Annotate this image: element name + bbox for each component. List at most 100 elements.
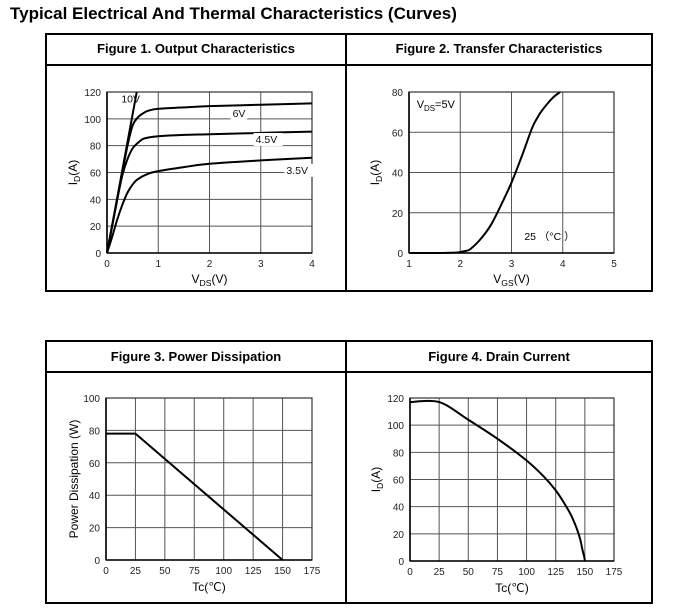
- y-tick-label: 80: [393, 448, 405, 459]
- divider: [45, 64, 653, 66]
- y-tick-label: 20: [90, 222, 102, 233]
- x-tick-label: 75: [492, 567, 504, 578]
- x-tick-label: 75: [189, 566, 201, 577]
- y-axis-label-sub: D: [375, 483, 385, 489]
- series-label-bg: [230, 106, 248, 120]
- annotation-main: V: [417, 99, 425, 111]
- x-tick-label: 1: [406, 259, 412, 270]
- y-tick-label: 0: [95, 249, 101, 260]
- y-axis-label-tail: (A): [368, 160, 382, 176]
- x-axis-label-main: V: [493, 272, 501, 286]
- x-tick-label: 3: [509, 259, 515, 270]
- x-tick-label: 150: [274, 566, 291, 577]
- y-tick-label: 60: [392, 128, 404, 139]
- x-tick-label: 50: [463, 567, 475, 578]
- annotation-sub: DS: [424, 104, 435, 113]
- x-tick-label: 100: [215, 566, 232, 577]
- series-label: 4.5V: [256, 134, 278, 146]
- plot-frame: [105, 397, 313, 561]
- y-tick-label: 100: [387, 421, 404, 432]
- y-tick-label: 120: [387, 394, 404, 405]
- x-tick-label: 100: [518, 567, 535, 578]
- chart-4: 0 25 50 75 100 125 150 175 0 20 40 60 80 100 120 Tc(℃) I…: [369, 394, 623, 595]
- y-tick-label: 0: [398, 557, 404, 568]
- x-tick-label: 4: [560, 259, 566, 270]
- series-line-curve-1: [105, 432, 284, 561]
- series-line-curve-1: [409, 399, 586, 562]
- x-tick-label: 2: [457, 259, 463, 270]
- series-label-bg: [284, 163, 314, 177]
- y-tick-label: 0: [94, 556, 100, 567]
- annotation: VDS=5V: [417, 99, 456, 113]
- figure-1-title: Figure 1. Output Characteristics: [97, 41, 295, 56]
- x-axis-label-main: V: [192, 272, 200, 286]
- y-axis-label-sub: D: [72, 176, 82, 182]
- x-tick-label: 125: [245, 566, 262, 577]
- y-tick-label: 40: [393, 503, 405, 514]
- y-tick-label: 20: [89, 524, 101, 535]
- divider: [45, 371, 653, 373]
- y-tick-label: 80: [392, 88, 404, 99]
- x-tick-label: 175: [606, 567, 623, 578]
- series-line-curve-1: [408, 91, 561, 255]
- x-axis-label-sub: DS: [200, 278, 212, 288]
- x-axis-label: VGS(V): [493, 272, 529, 288]
- x-axis-label: Tc(℃): [495, 581, 528, 595]
- y-tick-label: 60: [90, 169, 102, 180]
- x-tick-label: 50: [159, 566, 171, 577]
- x-tick-label: 5: [611, 259, 617, 270]
- y-axis-label: Power Dissipation (W): [67, 420, 81, 539]
- y-axis-label-tail: (A): [369, 467, 383, 483]
- x-tick-label: 0: [407, 567, 413, 578]
- x-axis-label: Tc(℃): [192, 580, 225, 594]
- y-tick-label: 80: [90, 142, 102, 153]
- figure-4-title: Figure 4. Drain Current: [428, 349, 570, 364]
- x-tick-label: 25: [130, 566, 142, 577]
- y-tick-label: 20: [393, 530, 405, 541]
- divider: [345, 33, 347, 292]
- page-title: Typical Electrical And Thermal Character…: [10, 4, 457, 23]
- y-tick-label: 40: [90, 195, 102, 206]
- y-axis-label: ID(A): [368, 160, 384, 186]
- y-tick-label: 40: [89, 491, 101, 502]
- figure-3-title: Figure 3. Power Dissipation: [110, 349, 282, 364]
- y-tick-label: 40: [392, 169, 404, 180]
- y-tick-label: 80: [89, 426, 101, 437]
- x-axis-label-sub: GS: [501, 278, 514, 288]
- y-tick-label: 100: [83, 394, 100, 405]
- series-label-bg: [253, 132, 283, 146]
- y-tick-label: 100: [84, 115, 101, 126]
- chart-3: 0 25 50 75 100 125 150 175 0 20 40 60 80 100 Tc(℃) Powe…: [67, 394, 321, 594]
- annotation-tail: =5V: [435, 99, 456, 111]
- series-line-3-5v: [106, 156, 313, 254]
- bottom-figure-table: [45, 340, 653, 604]
- x-tick-label: 125: [547, 567, 564, 578]
- x-tick-label: 4: [309, 259, 315, 270]
- y-axis-label-tail: (A): [66, 160, 80, 176]
- series-label: 3.5V: [286, 165, 308, 177]
- y-axis-label: ID(A): [369, 467, 385, 493]
- x-tick-label: 150: [577, 567, 594, 578]
- y-axis-label: ID(A): [66, 160, 82, 186]
- y-tick-label: 20: [392, 209, 404, 220]
- x-tick-label: 3: [258, 259, 264, 270]
- y-axis-label-main: I: [369, 489, 383, 492]
- x-tick-label: 0: [104, 259, 110, 270]
- y-axis-label-sub: D: [374, 176, 384, 182]
- top-figure-table: [45, 33, 653, 292]
- x-tick-label: 175: [304, 566, 321, 577]
- x-tick-label: 1: [155, 259, 161, 270]
- x-tick-label: 0: [103, 566, 109, 577]
- x-axis-label-tail: (V): [514, 272, 530, 286]
- y-tick-label: 60: [393, 476, 405, 487]
- chart-1: 0 1 2 3 4020406080100120VDS(V)ID(A)10V6V4.5V…: [66, 88, 315, 288]
- x-tick-label: 2: [207, 259, 213, 270]
- figure-2-title: Figure 2. Transfer Characteristics: [395, 41, 603, 56]
- series-label: 10V: [121, 94, 140, 106]
- series-line-4-5v: [106, 130, 313, 254]
- y-tick-label: 0: [397, 249, 403, 260]
- divider: [345, 340, 347, 604]
- x-axis-label-tail: (V): [212, 272, 228, 286]
